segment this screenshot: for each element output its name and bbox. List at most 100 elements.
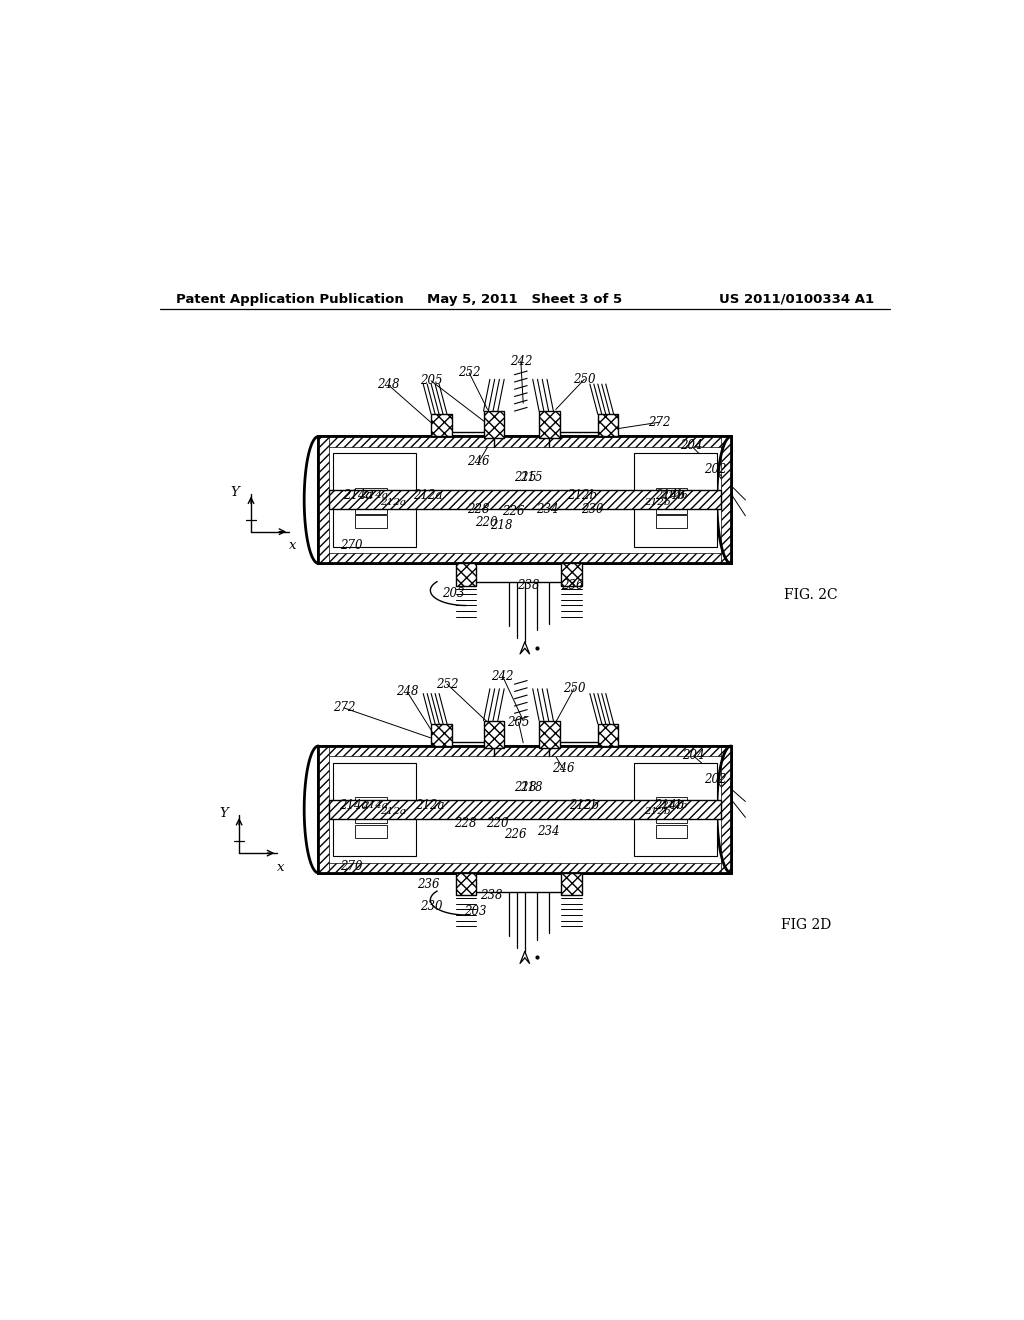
Bar (431, 723, 452, 746)
Text: 214a: 214a (343, 490, 373, 503)
Bar (431, 414, 452, 437)
Text: 218: 218 (520, 780, 543, 793)
Bar (483, 721, 504, 747)
Text: 234: 234 (538, 825, 560, 838)
Text: 272: 272 (648, 416, 671, 429)
Text: 252: 252 (458, 367, 480, 379)
Text: 214b: 214b (662, 801, 688, 810)
Text: FIG. 2C: FIG. 2C (783, 589, 838, 602)
Bar (539, 721, 560, 747)
Text: 234: 234 (536, 503, 558, 516)
Text: 220: 220 (475, 516, 498, 529)
Text: 246: 246 (552, 762, 574, 775)
Text: x: x (289, 540, 296, 553)
Text: 215: 215 (514, 471, 536, 484)
Bar (333, 453, 416, 546)
Bar (318, 437, 731, 564)
Bar (318, 862, 731, 873)
Bar (318, 437, 329, 564)
Text: 250: 250 (563, 682, 586, 696)
Bar (329, 491, 721, 510)
Bar (539, 411, 560, 438)
Text: 205: 205 (420, 375, 442, 387)
Text: FIG 2D: FIG 2D (781, 917, 831, 932)
Text: 205: 205 (507, 715, 529, 729)
Text: 236: 236 (561, 579, 584, 593)
Bar (655, 515, 687, 528)
Text: 226: 226 (504, 829, 526, 841)
Text: Y: Y (230, 486, 240, 499)
Text: 212a: 212a (414, 490, 442, 503)
Bar (561, 873, 582, 895)
Bar (598, 414, 618, 437)
Text: 248: 248 (396, 685, 419, 698)
Text: 236: 236 (417, 878, 439, 891)
Text: 272: 272 (333, 701, 355, 714)
Ellipse shape (641, 767, 709, 843)
Ellipse shape (341, 767, 409, 843)
Text: x: x (276, 861, 284, 874)
Bar (329, 800, 721, 818)
Bar (456, 873, 476, 895)
Text: 214b: 214b (655, 490, 685, 503)
Text: 242: 242 (510, 355, 532, 367)
Text: 228: 228 (454, 817, 476, 830)
Bar (598, 723, 618, 746)
Bar (655, 488, 687, 513)
Bar (318, 746, 329, 873)
Bar (561, 873, 582, 895)
Text: 248: 248 (377, 379, 399, 391)
Text: 250: 250 (573, 372, 596, 385)
Bar (318, 746, 731, 756)
Text: 214a: 214a (361, 801, 388, 810)
Text: US 2011/0100334 A1: US 2011/0100334 A1 (719, 293, 873, 306)
Text: 214a: 214a (361, 491, 388, 500)
Bar (598, 723, 618, 746)
Text: Patent Application Publication: Patent Application Publication (176, 293, 403, 306)
Bar (483, 721, 504, 747)
Bar (721, 437, 731, 564)
Bar (539, 411, 560, 438)
Bar (456, 873, 476, 895)
Bar (456, 564, 476, 586)
Bar (431, 723, 452, 746)
Text: 204: 204 (682, 748, 705, 762)
Text: May 5, 2011   Sheet 3 of 5: May 5, 2011 Sheet 3 of 5 (427, 293, 623, 306)
Text: 230: 230 (581, 503, 603, 516)
Bar (318, 437, 731, 446)
Bar (355, 825, 387, 838)
Text: 202: 202 (705, 772, 726, 785)
Bar (483, 411, 504, 438)
Bar (329, 800, 721, 818)
Text: 215: 215 (520, 471, 543, 484)
Text: 214b: 214b (654, 799, 684, 812)
Text: Y: Y (219, 807, 227, 820)
Text: 202: 202 (705, 463, 726, 477)
Bar (655, 825, 687, 838)
Bar (539, 721, 560, 747)
Bar (355, 515, 387, 528)
Bar (333, 763, 416, 857)
Text: 220: 220 (485, 817, 508, 830)
Bar (634, 453, 717, 546)
Text: 203: 203 (464, 904, 486, 917)
Text: 218: 218 (514, 780, 536, 793)
Text: 218: 218 (489, 519, 512, 532)
Text: 242: 242 (492, 669, 514, 682)
Text: 238: 238 (480, 888, 503, 902)
Text: 270: 270 (341, 540, 364, 553)
Bar (318, 746, 731, 873)
Text: 212a: 212a (415, 799, 444, 812)
Ellipse shape (341, 458, 409, 535)
Bar (456, 564, 476, 586)
Bar (355, 797, 387, 824)
Bar (355, 488, 387, 513)
Text: 203: 203 (442, 587, 465, 601)
Bar (318, 746, 731, 873)
Text: 212b: 212b (569, 799, 599, 812)
Bar (329, 491, 721, 510)
Bar (634, 763, 717, 857)
Text: 204: 204 (680, 440, 702, 453)
Bar (431, 414, 452, 437)
Text: 212a: 212a (380, 808, 406, 816)
